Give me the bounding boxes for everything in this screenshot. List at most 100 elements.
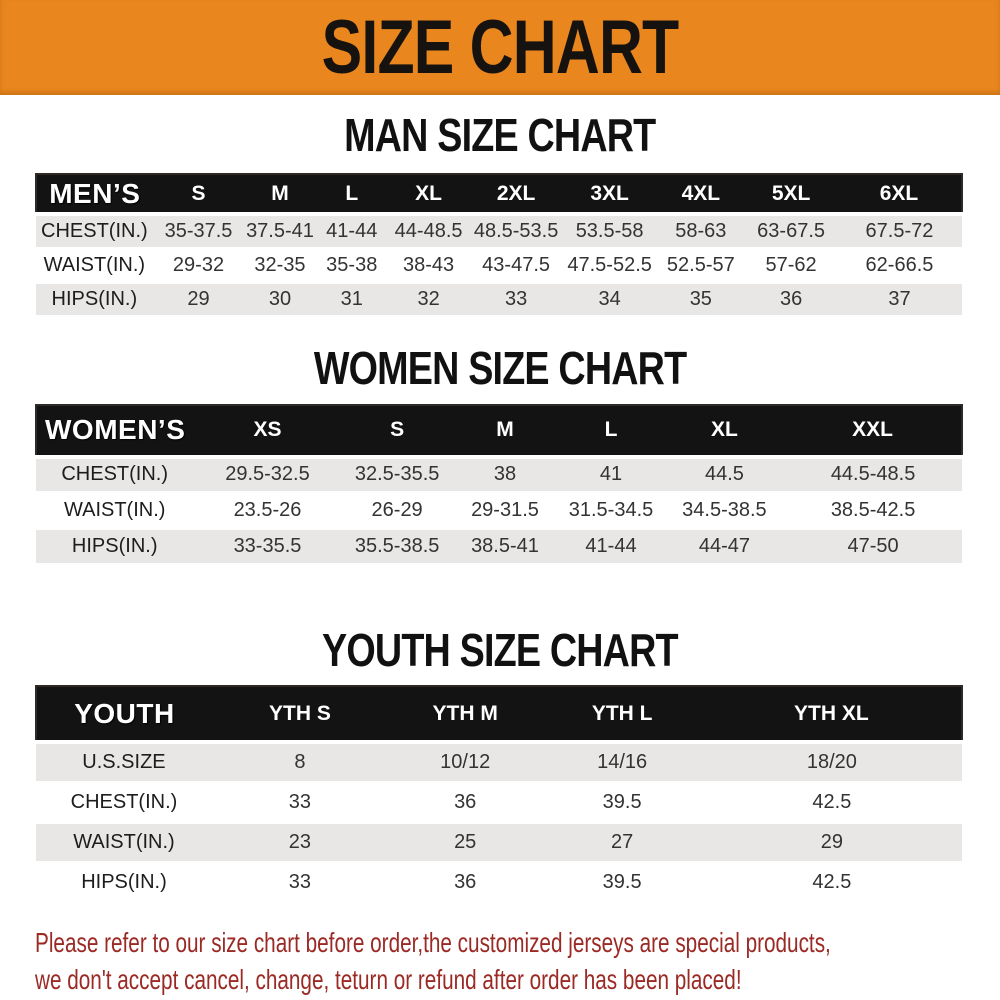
- measurement-row-label: HIPS(IN.): [81, 870, 167, 893]
- size-column-header: XS: [253, 418, 282, 441]
- table-group-label: YOUTH: [74, 697, 175, 729]
- size-value-cell: 33-35.5: [233, 535, 302, 557]
- measurement-row-label: WAIST(IN.): [43, 253, 146, 276]
- size-column-header: XL: [415, 181, 443, 205]
- size-value-cell: 26-29: [371, 499, 423, 521]
- size-value-cell: 32: [417, 287, 440, 310]
- size-value-cell: 23.5-26: [233, 499, 302, 521]
- size-column-header: XL: [711, 418, 738, 441]
- size-column-header: XXL: [852, 418, 893, 441]
- women-size-table: WOMEN’S XS S M L XL XXL CHEST(IN.) 29.5-32.5 32.5…: [35, 404, 963, 567]
- size-value-cell: 36: [779, 287, 803, 310]
- size-value-cell: 37: [888, 287, 911, 310]
- size-table-header-row: MEN’S S M L XL 2XL 3XL 4XL 5XL 6XL: [36, 174, 962, 214]
- size-value-cell: 41: [599, 463, 623, 486]
- measurement-row: CHEST(IN.) 33 36 39.5 42.5: [36, 782, 962, 822]
- size-value-cell: 34: [598, 287, 621, 310]
- size-value-cell: 29-31.5: [471, 499, 539, 521]
- measurement-row-label: CHEST(IN.): [41, 219, 148, 242]
- size-value-cell: 57-62: [765, 253, 817, 276]
- size-value-cell: 44-48.5: [394, 219, 463, 242]
- size-value-cell: 35.5-38.5: [354, 535, 440, 557]
- size-value-cell: 47-50: [847, 535, 899, 557]
- youth-section-heading: YOUTH SIZE CHART: [322, 624, 679, 676]
- size-value-cell: 38-43: [403, 253, 455, 276]
- size-column-header: 3XL: [590, 181, 629, 205]
- size-value-cell: 41-44: [585, 535, 637, 557]
- size-value-cell: 47.5-52.5: [567, 253, 652, 276]
- size-value-cell: 38.5-42.5: [830, 499, 916, 521]
- size-value-cell: 39.5: [602, 790, 642, 813]
- size-value-cell: 38: [493, 463, 517, 486]
- youth-size-table: YOUTH YTH S YTH M YTH L YTH XL U.S.SIZE 8 10/12…: [35, 685, 963, 904]
- measurement-row-label: CHEST(IN.): [70, 790, 178, 813]
- size-value-cell: 14/16: [597, 750, 648, 773]
- size-table-header-row: WOMEN’S XS S M L XL XXL: [36, 404, 962, 457]
- size-column-header: YTH L: [591, 701, 653, 725]
- size-value-cell: 42.5: [812, 790, 852, 813]
- measurement-row: HIPS(IN.) 29 30 31 32 33 34 35 36 37: [36, 282, 962, 316]
- size-value-cell: 32.5-35.5: [354, 463, 440, 486]
- size-value-cell: 34.5-38.5: [682, 499, 767, 521]
- men-size-table: MEN’S S M L XL 2XL 3XL 4XL 5XL 6XL CHEST(IN.) 35-37…: [35, 173, 963, 318]
- measurement-row-label: WAIST(IN.): [63, 499, 166, 521]
- measurement-row-label: CHEST(IN.): [61, 463, 169, 486]
- size-value-cell: 23: [288, 830, 312, 853]
- size-value-cell: 53.5-58: [575, 219, 644, 242]
- size-column-header: 5XL: [771, 181, 811, 205]
- men-section-heading: MAN SIZE CHART: [344, 109, 656, 161]
- disclaimer-note: Please refer to our size chart before or…: [0, 924, 1000, 998]
- size-column-header: M: [496, 418, 514, 441]
- page-title: SIZE CHART: [321, 5, 680, 90]
- size-value-cell: 27: [611, 830, 634, 853]
- size-value-cell: 25: [454, 830, 477, 853]
- women-section-heading: WOMEN SIZE CHART: [313, 341, 687, 394]
- size-column-header: 6XL: [879, 181, 919, 205]
- size-column-header: S: [191, 181, 206, 205]
- measurement-row-label: U.S.SIZE: [82, 750, 166, 773]
- size-value-cell: 41-44: [326, 219, 378, 242]
- size-column-header: YTH S: [268, 701, 331, 725]
- size-value-cell: 31.5-34.5: [568, 499, 654, 521]
- size-value-cell: 33: [288, 790, 312, 813]
- size-value-cell: 32-35: [254, 253, 306, 276]
- size-value-cell: 18/20: [806, 750, 857, 773]
- size-value-cell: 52.5-57: [666, 253, 735, 276]
- size-value-cell: 39.5: [602, 870, 642, 893]
- measurement-row: WAIST(IN.) 23.5-26 26-29 29-31.5 31.5-34.5 34…: [36, 492, 962, 529]
- size-value-cell: 33: [504, 287, 528, 310]
- size-value-cell: 44.5: [704, 463, 744, 486]
- table-group-label: MEN’S: [49, 177, 141, 209]
- size-value-cell: 62-66.5: [865, 253, 934, 276]
- measurement-row-label: WAIST(IN.): [73, 830, 175, 853]
- size-value-cell: 37.5-41: [246, 219, 314, 242]
- size-value-cell: 42.5: [812, 870, 852, 893]
- size-value-cell: 31: [340, 287, 363, 310]
- size-column-header: YTH M: [432, 701, 498, 725]
- size-value-cell: 63-67.5: [757, 219, 826, 242]
- size-value-cell: 29: [187, 287, 210, 310]
- measurement-row: HIPS(IN.) 33 36 39.5 42.5: [36, 862, 962, 902]
- title-banner: SIZE CHART: [0, 0, 1000, 95]
- size-value-cell: 35-38: [326, 253, 378, 276]
- size-value-cell: 8: [294, 750, 306, 773]
- size-column-header: 2XL: [496, 181, 536, 205]
- size-column-header: L: [345, 181, 359, 205]
- size-value-cell: 36: [454, 870, 477, 893]
- size-column-header: M: [271, 181, 289, 205]
- size-value-cell: 67.5-72: [865, 219, 934, 242]
- size-value-cell: 48.5-53.5: [473, 219, 559, 242]
- measurement-row-label: HIPS(IN.): [71, 535, 158, 557]
- size-column-header: L: [604, 418, 618, 441]
- size-value-cell: 43-47.5: [482, 253, 551, 276]
- size-column-header: YTH XL: [794, 701, 869, 725]
- size-value-cell: 29.5-32.5: [225, 463, 310, 486]
- size-value-cell: 58-63: [675, 219, 727, 242]
- size-table-header-row: YOUTH YTH S YTH M YTH L YTH XL: [36, 686, 962, 742]
- size-value-cell: 33: [288, 870, 312, 893]
- size-value-cell: 44.5-48.5: [830, 463, 916, 486]
- measurement-row: CHEST(IN.) 29.5-32.5 32.5-35.5 38 41 44.5 44.5…: [36, 456, 962, 493]
- table-group-label: WOMEN’S: [45, 414, 186, 445]
- measurement-row: WAIST(IN.) 23 25 27 29: [36, 822, 962, 862]
